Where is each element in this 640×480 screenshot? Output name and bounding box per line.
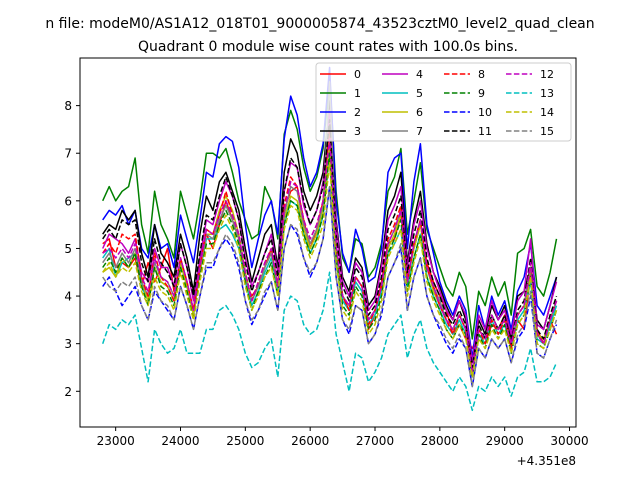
- y-axis: 2 3 4 5 6 7 8: [64, 99, 80, 399]
- legend-label: 14: [540, 106, 554, 119]
- series-line-9: [102, 152, 558, 378]
- legend-label: 5: [416, 87, 423, 100]
- x-tick-label: 26000: [291, 434, 329, 448]
- y-tick-label: 6: [64, 194, 72, 208]
- legend-label: 1: [354, 87, 361, 100]
- legend-box: [315, 62, 572, 142]
- legend-label: 7: [416, 125, 423, 138]
- legend-label: 8: [478, 68, 485, 81]
- y-tick-label: 7: [64, 147, 72, 161]
- x-tick-label: 28000: [421, 434, 459, 448]
- legend-label: 4: [416, 68, 423, 81]
- plot-area-frame: [79, 57, 577, 428]
- x-tick-label: 29000: [486, 434, 524, 448]
- x-tick-label: 27000: [356, 434, 394, 448]
- legend-label: 0: [354, 68, 361, 81]
- y-tick-label: 4: [64, 290, 72, 304]
- legend-label: 11: [478, 125, 492, 138]
- x-tick-label: 30000: [550, 434, 588, 448]
- y-tick-label: 3: [64, 337, 72, 351]
- x-tick-label: 23000: [97, 434, 135, 448]
- y-tick-label: 8: [64, 99, 72, 113]
- figure-suptitle: n file: modeM0/AS1A12_018T01_9000005874_…: [45, 16, 594, 32]
- x-axis-offset-label: +4.351e8: [517, 454, 576, 468]
- legend-label: 12: [540, 68, 554, 81]
- y-tick-label: 5: [64, 242, 72, 256]
- series-line-15: [102, 185, 558, 388]
- chart-title: Quadrant 0 module wise count rates with …: [138, 39, 518, 55]
- legend-label: 13: [540, 87, 554, 100]
- x-axis: 23000 24000 25000 26000 27000 28000 29000 30000: [97, 427, 589, 448]
- legend-label: 2: [354, 106, 361, 119]
- legend-label: 3: [354, 125, 361, 138]
- legend-label: 15: [540, 125, 554, 138]
- legend-label: 6: [416, 106, 423, 119]
- x-tick-label: 25000: [226, 434, 264, 448]
- x-tick-label: 24000: [161, 434, 199, 448]
- y-tick-label: 2: [64, 385, 72, 399]
- legend-label: 10: [478, 106, 492, 119]
- series-line-13: [101, 271, 558, 412]
- series-line-14: [102, 161, 558, 378]
- legend-label: 9: [478, 87, 485, 100]
